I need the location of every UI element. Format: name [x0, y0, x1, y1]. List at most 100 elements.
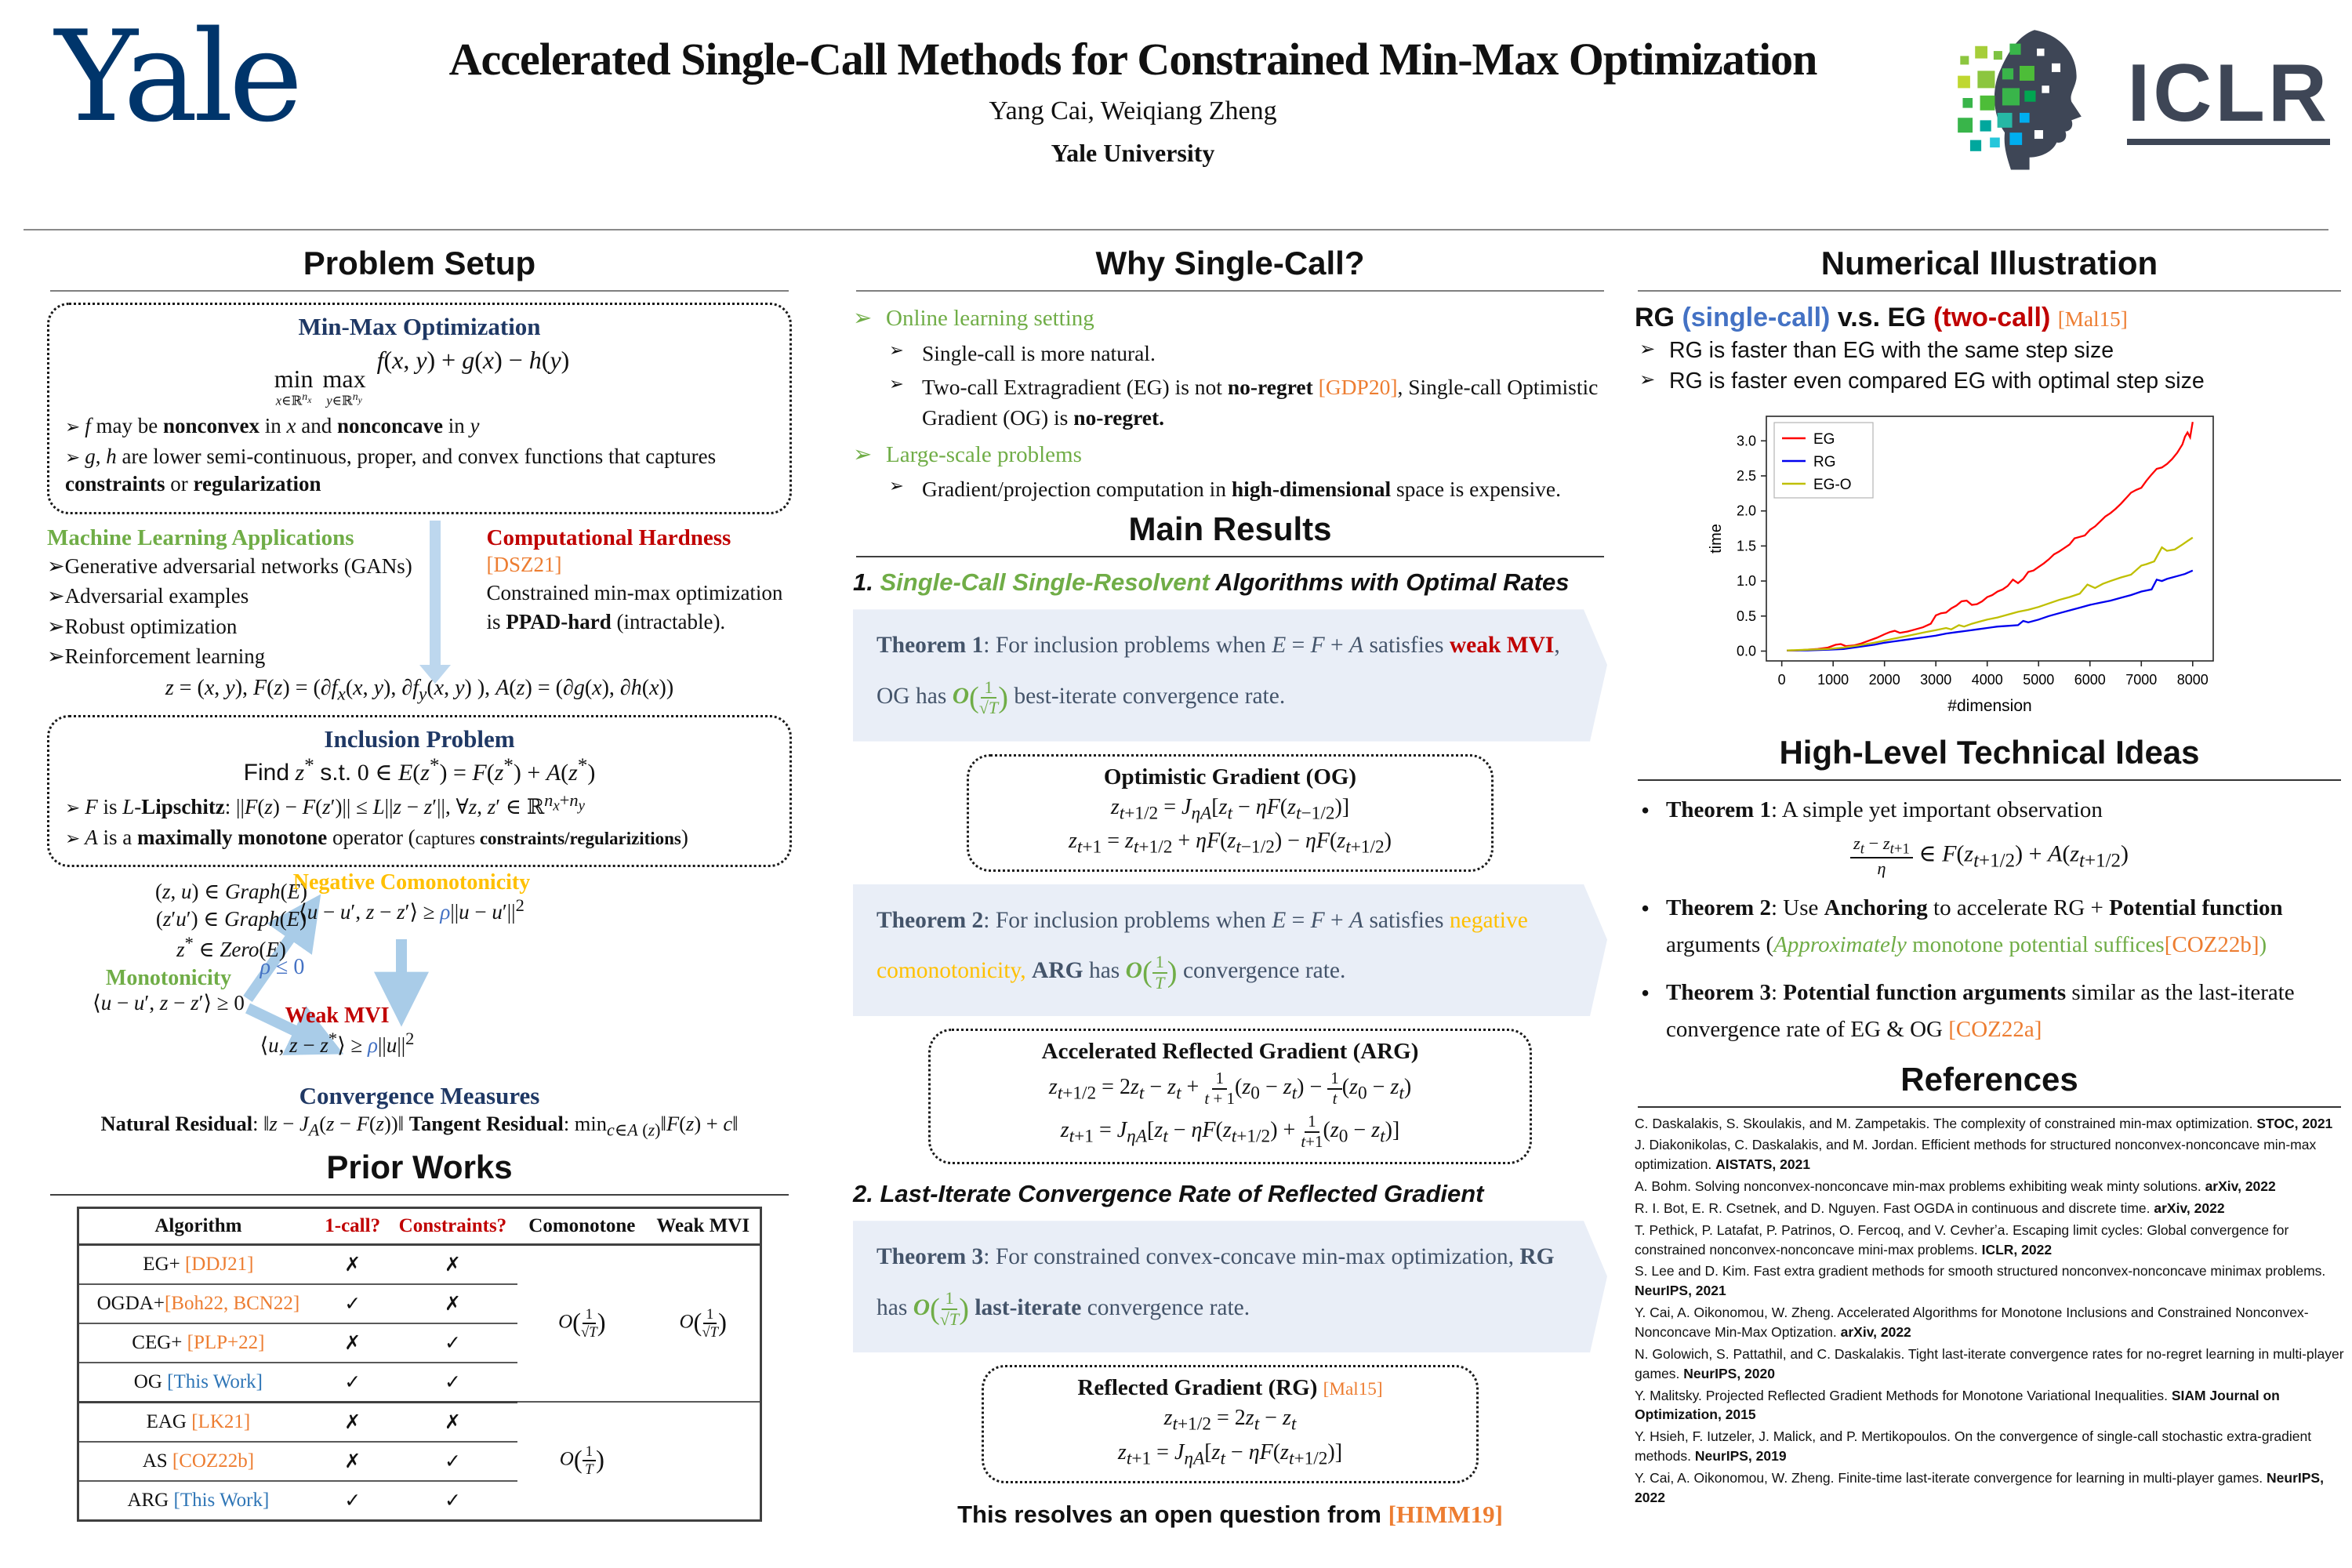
svg-text:6000: 6000	[2074, 672, 2106, 688]
minmax-title: Min-Max Optimization	[298, 313, 541, 340]
ml-item: ➢Reinforcement learning	[47, 644, 266, 669]
poster-affiliation: Yale University	[1051, 139, 1215, 167]
numerical-bullet: ➢ RG is faster than EG with the same step…	[1639, 338, 2114, 363]
column-problem-setup: Problem Setup Min-Max Optimization min x∈…	[47, 245, 792, 1522]
why-bullet: ➢ Large-scale problems	[853, 441, 1082, 467]
conference-logos: ICLR	[1955, 24, 2330, 172]
ml-item: ➢Generative adversarial networks (GANs)	[47, 554, 412, 579]
reference-item: Y. Hsieh, F. Iutzeler, J. Malick, and P.…	[1635, 1428, 2312, 1465]
svg-text:1000: 1000	[1817, 672, 1849, 688]
svg-text:0: 0	[1778, 672, 1786, 688]
section-divider	[856, 290, 1604, 292]
svg-text:RG: RG	[1813, 454, 1836, 470]
table-cell: ✓	[317, 1362, 388, 1403]
chart-wrapper: 0 1000 2000 3000 4000 5000 6000 7000 8000 0.0 0.5 1…	[1705, 405, 2344, 723]
weak-mvi: Weak MVI ⟨u, z − z*⟩ ≥ ρ||u||2	[260, 1004, 415, 1058]
svg-text:time: time	[1708, 524, 1725, 554]
minmax-box: Min-Max Optimization min x∈ℝnx max y∈ℝny f(…	[47, 303, 792, 515]
poster-title: Accelerated Single-Call Methods for Cons…	[448, 34, 1818, 85]
inclusion-formula: Find z* s.t. 0 ∈ E(z*) = F(z*) + A(z*)	[243, 754, 596, 786]
down-arrow	[430, 521, 441, 666]
operator-formula: z = (x, y), F(z) = (∂fx(x, y), ∂fy(x, y)…	[165, 676, 674, 705]
table-row: EG+ [DDJ21] ✗ ✗ O(1 √T) O(1 √T)	[78, 1244, 761, 1403]
table-cell: O(1 T)	[517, 1402, 647, 1522]
svg-text:2.5: 2.5	[1737, 468, 1756, 484]
technical-ideas-list: • Theorem 1: A simple yet important obser…	[1635, 792, 2344, 1048]
table-cell: ✗	[317, 1402, 388, 1443]
table-cell: ✗	[387, 1402, 518, 1443]
theorem-1-box: Theorem 1: For inclusion problems when E…	[853, 609, 1607, 741]
hardness-citation: [DSZ21]	[486, 553, 562, 577]
why-sub-bullet: ➢ Two-call Extragradient (EG) is not no-r…	[889, 373, 1599, 430]
reference-item: C. Daskalakis, S. Skoulakis, and M. Zamp…	[1635, 1115, 2333, 1131]
convergence-measures: Natural Residual: ‖z − JA(z − F(z))‖ Tan…	[100, 1112, 739, 1140]
table-cell: ✓	[317, 1283, 388, 1324]
table-cell: ARG [This Work]	[127, 1489, 270, 1511]
table-cell: ✗	[387, 1283, 518, 1324]
section-title-numerical: Numerical Illustration	[1820, 245, 2158, 281]
graph-definitions: (z, u) ∈ Graph(E) (z′u′) ∈ Graph(E) z* ∈ Z…	[154, 880, 307, 962]
open-question-note: This resolves an open question from [HIM…	[957, 1500, 1503, 1528]
table-cell: O(1 √T)	[646, 1244, 761, 1403]
why-sub-bullet: ➢ Gradient/projection computation in high…	[889, 476, 1561, 502]
idea-bullet: • Theorem 1: A simple yet important obser…	[1641, 797, 2103, 824]
idea-bullet: • Theorem 2: Use Anchoring to accelerate …	[1641, 894, 2283, 957]
table-header-cell: Comonotone	[517, 1207, 647, 1246]
table-cell: EG+ [DDJ21]	[78, 1244, 318, 1285]
reference-item: J. Diakonikolas, C. Daskalakis, and M. J…	[1635, 1137, 2317, 1173]
references-list: C. Daskalakis, S. Skoulakis, and M. Zamp…	[1635, 1114, 2344, 1508]
header-divider	[24, 229, 2328, 230]
inclusion-box: Inclusion Problem Find z* s.t. 0 ∈ E(z*)…	[47, 714, 792, 868]
table-cell: ✗	[317, 1244, 388, 1285]
svg-text:EG: EG	[1813, 431, 1835, 448]
table-cell: CEG+ [PLP+22]	[78, 1323, 318, 1363]
table-header-cell: Constraints?	[387, 1207, 518, 1246]
table-cell: ✗	[317, 1323, 388, 1363]
computational-hardness: Computational Hardness [DSZ21] Constrain…	[487, 525, 793, 671]
reference-item: N. Golowich, S. Pattathil, and C. Daskal…	[1635, 1345, 2344, 1381]
hardness-text: Constrained min-max optimization is PPAD…	[486, 581, 783, 633]
idea-bullet: • Theorem 3: Potential function arguments…	[1641, 978, 2295, 1042]
theorem-2-box: Theorem 2: For inclusion problems when E…	[853, 884, 1607, 1016]
table-cell: ✗	[317, 1441, 388, 1482]
numerical-bullets: ➢ RG is faster than EG with the same step…	[1635, 338, 2344, 394]
ml-item: ➢Robust optimization	[47, 614, 238, 638]
rg-vs-eg-heading: RG (single-call) v.s. EG (two-call) [Mal…	[1635, 303, 2128, 332]
iclr-wordmark: ICLR	[2127, 51, 2330, 145]
rg-algorithm-box: Reflected Gradient (RG) [Mal15] zt+1/2 =…	[981, 1365, 1479, 1483]
reference-item: Y. Malitsky. Projected Reflected Gradien…	[1635, 1387, 2280, 1423]
diagram-arrows	[243, 894, 429, 1056]
ml-applications: Machine Learning Applications ➢Generativ…	[47, 525, 449, 671]
table-cell: O(1 √T)	[517, 1244, 647, 1403]
why-bullet: ➢ Online learning setting	[853, 306, 1094, 331]
section-divider	[1638, 1105, 2341, 1108]
table-cell: AS [COZ22b]	[78, 1441, 318, 1482]
ml-item: ➢Adversarial examples	[47, 584, 249, 608]
table-cell: ✓	[344, 1490, 361, 1512]
section-title-main-results: Main Results	[1128, 510, 1332, 548]
table-cell: OGDA+[Boh22, BCN22]	[78, 1283, 318, 1324]
svg-text:7000: 7000	[2125, 672, 2157, 688]
reference-item: T. Pethick, P. Latafat, P. Patrinos, O. …	[1635, 1221, 2289, 1258]
reference-item: A. Bohm. Solving nonconvex-nonconcave mi…	[1635, 1178, 2276, 1195]
ml-applications-title: Machine Learning Applications	[47, 525, 354, 551]
inclusion-title: Inclusion Problem	[324, 724, 515, 753]
reference-item: R. I. Bot, E. R. Csetnek, and D. Nguyen.…	[1635, 1200, 2225, 1216]
section-title-prior-works: Prior Works	[326, 1148, 513, 1185]
table-header-row: Algorithm 1-call? Constraints? Comonotone We…	[78, 1207, 761, 1246]
table-cell: ✗	[387, 1244, 518, 1285]
section-title-ideas: High-Level Technical Ideas	[1779, 734, 2200, 771]
results-chart: 0 1000 2000 3000 4000 5000 6000 7000 8000 0.0 0.5 1…	[1708, 416, 2214, 715]
minmax-bullet: ➢ f may be nonconvex in x and nonconcave …	[65, 414, 480, 438]
table-row: OG [This Work] ✓ ✓	[78, 1362, 761, 1403]
og-algorithm-box: Optimistic Gradient (OG) zt+1/2 = JηA[zt…	[966, 753, 1494, 872]
yale-logo: Yale	[55, 3, 303, 150]
inclusion-bullet: ➢ F is L-Lipschitz: ||F(z) − F(z′)|| ≤ L|…	[65, 789, 585, 818]
svg-text:2.0: 2.0	[1737, 503, 1756, 519]
section-title-problem-setup: Problem Setup	[303, 245, 536, 281]
table-cell: EAG [LK21]	[78, 1402, 318, 1443]
column-numerical: Numerical Illustration RG (single-call) …	[1635, 245, 2344, 1510]
svg-text:0.5: 0.5	[1737, 608, 1756, 624]
prior-works-table: Algorithm 1-call? Constraints? Comonotone We…	[77, 1206, 762, 1522]
iclr-head-logo	[1958, 30, 2082, 170]
